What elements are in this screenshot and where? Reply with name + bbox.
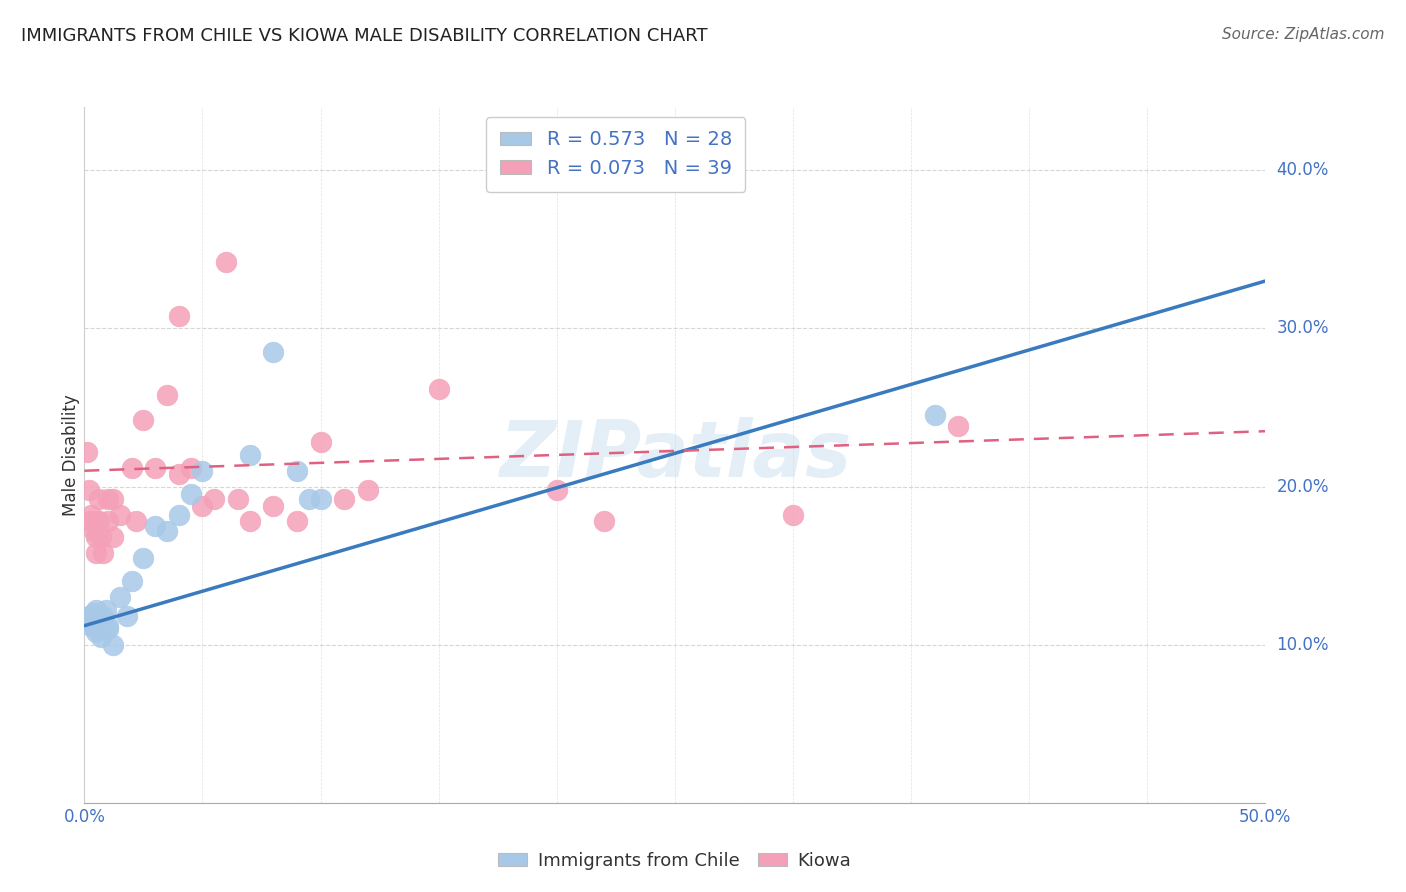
Text: 20.0%: 20.0% <box>1277 477 1329 496</box>
Point <box>191 499 214 513</box>
Point <box>357 483 380 497</box>
Point <box>546 483 568 497</box>
Point <box>333 492 356 507</box>
Point <box>180 460 202 475</box>
Point <box>167 309 190 323</box>
Point <box>97 514 120 528</box>
Point <box>101 638 124 652</box>
Legend: Immigrants from Chile, Kiowa: Immigrants from Chile, Kiowa <box>491 845 859 877</box>
Point <box>143 460 166 475</box>
Point <box>84 603 107 617</box>
Point <box>427 382 450 396</box>
Point <box>87 492 110 507</box>
Point <box>167 467 190 481</box>
Point <box>143 519 166 533</box>
Point <box>180 487 202 501</box>
Point <box>91 609 114 624</box>
Point <box>132 550 155 565</box>
Point <box>84 546 107 560</box>
Point <box>84 625 107 640</box>
Point <box>108 508 131 522</box>
Point <box>125 514 148 528</box>
Text: 30.0%: 30.0% <box>1277 319 1329 337</box>
Y-axis label: Male Disability: Male Disability <box>62 394 80 516</box>
Point <box>87 622 110 636</box>
Point <box>239 448 262 462</box>
Point <box>121 574 143 589</box>
Point <box>84 530 107 544</box>
Point <box>115 609 138 624</box>
Point <box>782 508 804 522</box>
Point <box>202 492 225 507</box>
Text: 10.0%: 10.0% <box>1277 636 1329 654</box>
Text: ZIPatlas: ZIPatlas <box>499 417 851 493</box>
Point <box>285 464 308 478</box>
Point <box>101 492 124 507</box>
Point <box>76 444 98 458</box>
Point <box>156 524 179 538</box>
Point <box>77 609 100 624</box>
Text: 40.0%: 40.0% <box>1277 161 1329 179</box>
Point <box>76 614 98 628</box>
Point <box>924 409 946 423</box>
Point <box>83 606 105 620</box>
Point <box>262 499 284 513</box>
Point <box>80 618 103 632</box>
Point <box>167 508 190 522</box>
Point <box>90 630 112 644</box>
Point <box>156 388 179 402</box>
Point <box>80 508 103 522</box>
Point <box>90 530 112 544</box>
Point <box>226 492 249 507</box>
Point <box>83 524 105 538</box>
Point <box>215 255 238 269</box>
Point <box>77 483 100 497</box>
Point <box>91 546 114 560</box>
Point <box>108 591 131 605</box>
Point <box>132 413 155 427</box>
Point <box>94 603 117 617</box>
Point <box>285 514 308 528</box>
Point <box>121 460 143 475</box>
Point <box>97 492 120 507</box>
Point <box>80 514 103 528</box>
Point <box>239 514 262 528</box>
Point <box>262 345 284 359</box>
Point <box>101 530 124 544</box>
Point <box>97 622 120 636</box>
Point <box>97 618 120 632</box>
Point <box>309 492 332 507</box>
Point <box>298 492 321 507</box>
Point <box>948 419 970 434</box>
Point <box>593 514 616 528</box>
Point <box>87 514 110 528</box>
Text: Source: ZipAtlas.com: Source: ZipAtlas.com <box>1222 27 1385 42</box>
Point <box>309 435 332 450</box>
Text: IMMIGRANTS FROM CHILE VS KIOWA MALE DISABILITY CORRELATION CHART: IMMIGRANTS FROM CHILE VS KIOWA MALE DISA… <box>21 27 707 45</box>
Point <box>191 464 214 478</box>
